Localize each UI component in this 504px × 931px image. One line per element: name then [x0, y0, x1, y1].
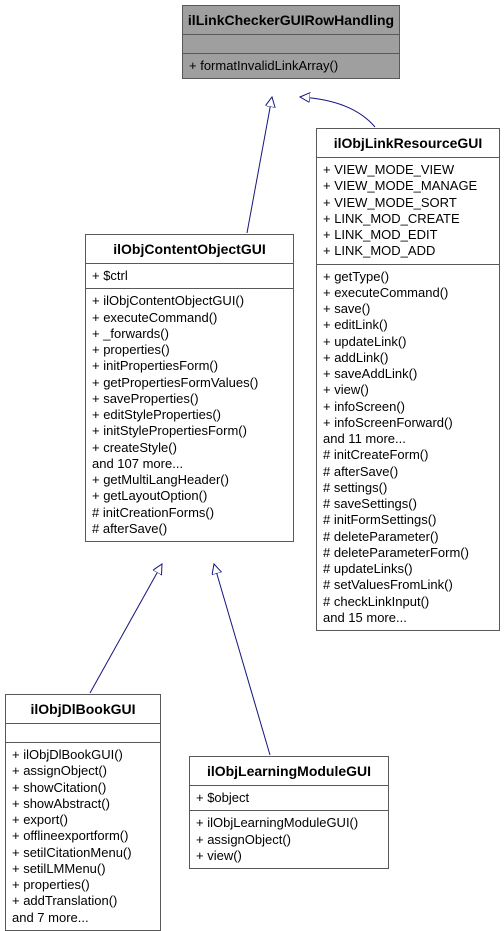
method: + properties()	[92, 342, 287, 358]
attr: + $ctrl	[92, 268, 287, 284]
attr: + LINK_MOD_ADD	[323, 243, 493, 259]
class-attrs	[183, 35, 399, 54]
method: # updateLinks()	[323, 561, 493, 577]
attr: + LINK_MOD_EDIT	[323, 227, 493, 243]
method: + showAbstract()	[12, 796, 154, 812]
edge	[247, 97, 272, 233]
method: + showCitation()	[12, 780, 154, 796]
method: # afterSave()	[92, 521, 287, 537]
method: + updateLink()	[323, 334, 493, 350]
method: + initStylePropertiesForm()	[92, 423, 287, 439]
class-methods: + ilObjLearningModuleGUI() + assignObjec…	[190, 811, 388, 868]
edge	[90, 564, 162, 693]
method: + getLayoutOption()	[92, 488, 287, 504]
method: + executeCommand()	[92, 310, 287, 326]
attr: + LINK_MOD_CREATE	[323, 211, 493, 227]
method: + addTranslation()	[12, 893, 154, 909]
method: and 7 more...	[12, 910, 154, 926]
method: + assignObject()	[196, 832, 382, 848]
method: + export()	[12, 812, 154, 828]
method: + setilLMMenu()	[12, 861, 154, 877]
method: + view()	[196, 848, 382, 864]
class-ilObjLearningModuleGUI: ilObjLearningModuleGUI + $object + ilObj…	[189, 756, 389, 869]
class-title: ilObjLearningModuleGUI	[190, 757, 388, 786]
class-attrs: + $ctrl	[86, 264, 293, 289]
method: # settings()	[323, 480, 493, 496]
method: + offlineexportform()	[12, 828, 154, 844]
class-title: ilObjLinkResourceGUI	[317, 129, 499, 158]
class-ilLinkCheckerGUIRowHandling: ilLinkCheckerGUIRowHandling + formatInva…	[182, 5, 400, 79]
method: + assignObject()	[12, 763, 154, 779]
method: and 11 more...	[323, 431, 493, 447]
attr: + VIEW_MODE_VIEW	[323, 162, 493, 178]
class-methods: + getType() + executeCommand() + save() …	[317, 265, 499, 631]
method: + setilCitationMenu()	[12, 845, 154, 861]
method: + properties()	[12, 877, 154, 893]
class-methods: + ilObjContentObjectGUI() + executeComma…	[86, 289, 293, 541]
method: + view()	[323, 382, 493, 398]
method: + saveProperties()	[92, 391, 287, 407]
method: + ilObjLearningModuleGUI()	[196, 815, 382, 831]
method: + executeCommand()	[323, 285, 493, 301]
class-title: ilLinkCheckerGUIRowHandling	[183, 6, 399, 35]
method: # checkLinkInput()	[323, 594, 493, 610]
method: + infoScreen()	[323, 399, 493, 415]
method: + saveAddLink()	[323, 366, 493, 382]
attr: + VIEW_MODE_SORT	[323, 195, 493, 211]
method: + formatInvalidLinkArray()	[189, 58, 393, 74]
attr: + VIEW_MODE_MANAGE	[323, 178, 493, 194]
class-methods: + formatInvalidLinkArray()	[183, 54, 399, 78]
edge	[214, 564, 270, 755]
method: # initCreateForm()	[323, 447, 493, 463]
method: + ilObjDlBookGUI()	[12, 747, 154, 763]
method: # deleteParameter()	[323, 529, 493, 545]
method: + save()	[323, 301, 493, 317]
method: + initPropertiesForm()	[92, 358, 287, 374]
method: and 15 more...	[323, 610, 493, 626]
method: + createStyle()	[92, 440, 287, 456]
class-title: ilObjDlBookGUI	[6, 695, 160, 724]
method: # saveSettings()	[323, 496, 493, 512]
method: # setValuesFromLink()	[323, 577, 493, 593]
method: + getMultiLangHeader()	[92, 472, 287, 488]
class-ilObjContentObjectGUI: ilObjContentObjectGUI + $ctrl + ilObjCon…	[85, 234, 294, 542]
edge	[300, 97, 375, 127]
method: and 107 more...	[92, 456, 287, 472]
class-ilObjDlBookGUI: ilObjDlBookGUI + ilObjDlBookGUI() + assi…	[5, 694, 161, 931]
method: # initFormSettings()	[323, 512, 493, 528]
method: # deleteParameterForm()	[323, 545, 493, 561]
method: # afterSave()	[323, 464, 493, 480]
method: + _forwards()	[92, 326, 287, 342]
attr: + $object	[196, 790, 382, 806]
method: + addLink()	[323, 350, 493, 366]
method: + editStyleProperties()	[92, 407, 287, 423]
method: + infoScreenForward()	[323, 415, 493, 431]
method: # initCreationForms()	[92, 505, 287, 521]
class-attrs: + VIEW_MODE_VIEW + VIEW_MODE_MANAGE + VI…	[317, 158, 499, 265]
method: + editLink()	[323, 317, 493, 333]
class-methods: + ilObjDlBookGUI() + assignObject() + sh…	[6, 743, 160, 930]
class-attrs: + $object	[190, 786, 388, 811]
method: + getPropertiesFormValues()	[92, 375, 287, 391]
method: + getType()	[323, 269, 493, 285]
class-ilObjLinkResourceGUI: ilObjLinkResourceGUI + VIEW_MODE_VIEW + …	[316, 128, 500, 631]
class-title: ilObjContentObjectGUI	[86, 235, 293, 264]
method: + ilObjContentObjectGUI()	[92, 293, 287, 309]
class-attrs	[6, 724, 160, 743]
